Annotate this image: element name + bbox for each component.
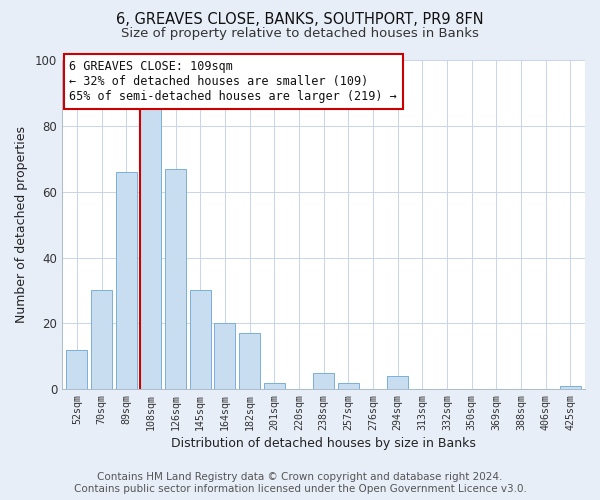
Text: Size of property relative to detached houses in Banks: Size of property relative to detached ho…	[121, 28, 479, 40]
Bar	[116, 172, 137, 389]
Bar	[338, 382, 359, 389]
Bar	[239, 333, 260, 389]
Bar	[313, 372, 334, 389]
Bar	[560, 386, 581, 389]
Bar	[140, 110, 161, 389]
Text: 6 GREAVES CLOSE: 109sqm
← 32% of detached houses are smaller (109)
65% of semi-d: 6 GREAVES CLOSE: 109sqm ← 32% of detache…	[70, 60, 397, 103]
Bar	[387, 376, 408, 389]
Text: 6, GREAVES CLOSE, BANKS, SOUTHPORT, PR9 8FN: 6, GREAVES CLOSE, BANKS, SOUTHPORT, PR9 …	[116, 12, 484, 28]
Bar	[67, 350, 88, 389]
Bar	[165, 168, 186, 389]
Bar	[264, 382, 284, 389]
Y-axis label: Number of detached properties: Number of detached properties	[15, 126, 28, 323]
Text: Contains HM Land Registry data © Crown copyright and database right 2024.
Contai: Contains HM Land Registry data © Crown c…	[74, 472, 526, 494]
Bar	[190, 290, 211, 389]
Bar	[214, 324, 235, 389]
Bar	[91, 290, 112, 389]
X-axis label: Distribution of detached houses by size in Banks: Distribution of detached houses by size …	[171, 437, 476, 450]
